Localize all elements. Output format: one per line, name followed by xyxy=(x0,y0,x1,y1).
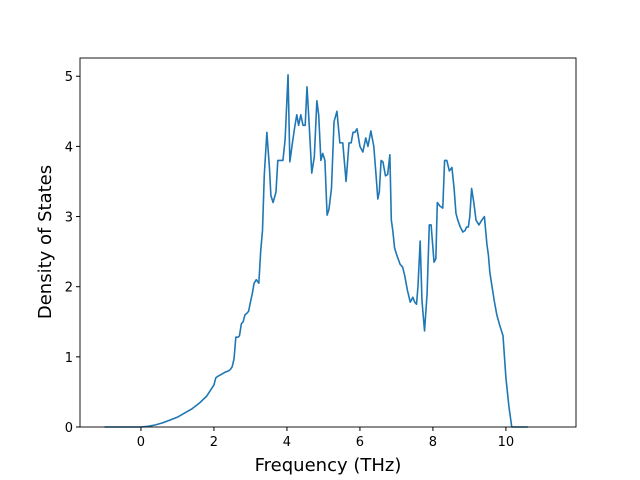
x-tick-label: 10 xyxy=(498,435,515,450)
x-tick-label: 6 xyxy=(356,435,364,450)
x-tick-label: 8 xyxy=(429,435,437,450)
y-tick-label: 3 xyxy=(65,211,73,226)
y-tick-label: 0 xyxy=(65,421,73,436)
plot-frame xyxy=(79,57,577,428)
y-tick-label: 1 xyxy=(65,351,73,366)
data-line xyxy=(104,74,528,428)
y-tick-label: 4 xyxy=(65,140,73,155)
y-axis-label: Density of States xyxy=(35,165,56,319)
y-tick-label: 5 xyxy=(65,70,73,85)
y-tick-label: 2 xyxy=(65,281,73,296)
x-tick-label: 0 xyxy=(137,435,145,450)
x-tick-label: 2 xyxy=(210,435,218,450)
x-axis-label: Frequency (THz) xyxy=(255,455,402,476)
x-tick-label: 4 xyxy=(283,435,291,450)
